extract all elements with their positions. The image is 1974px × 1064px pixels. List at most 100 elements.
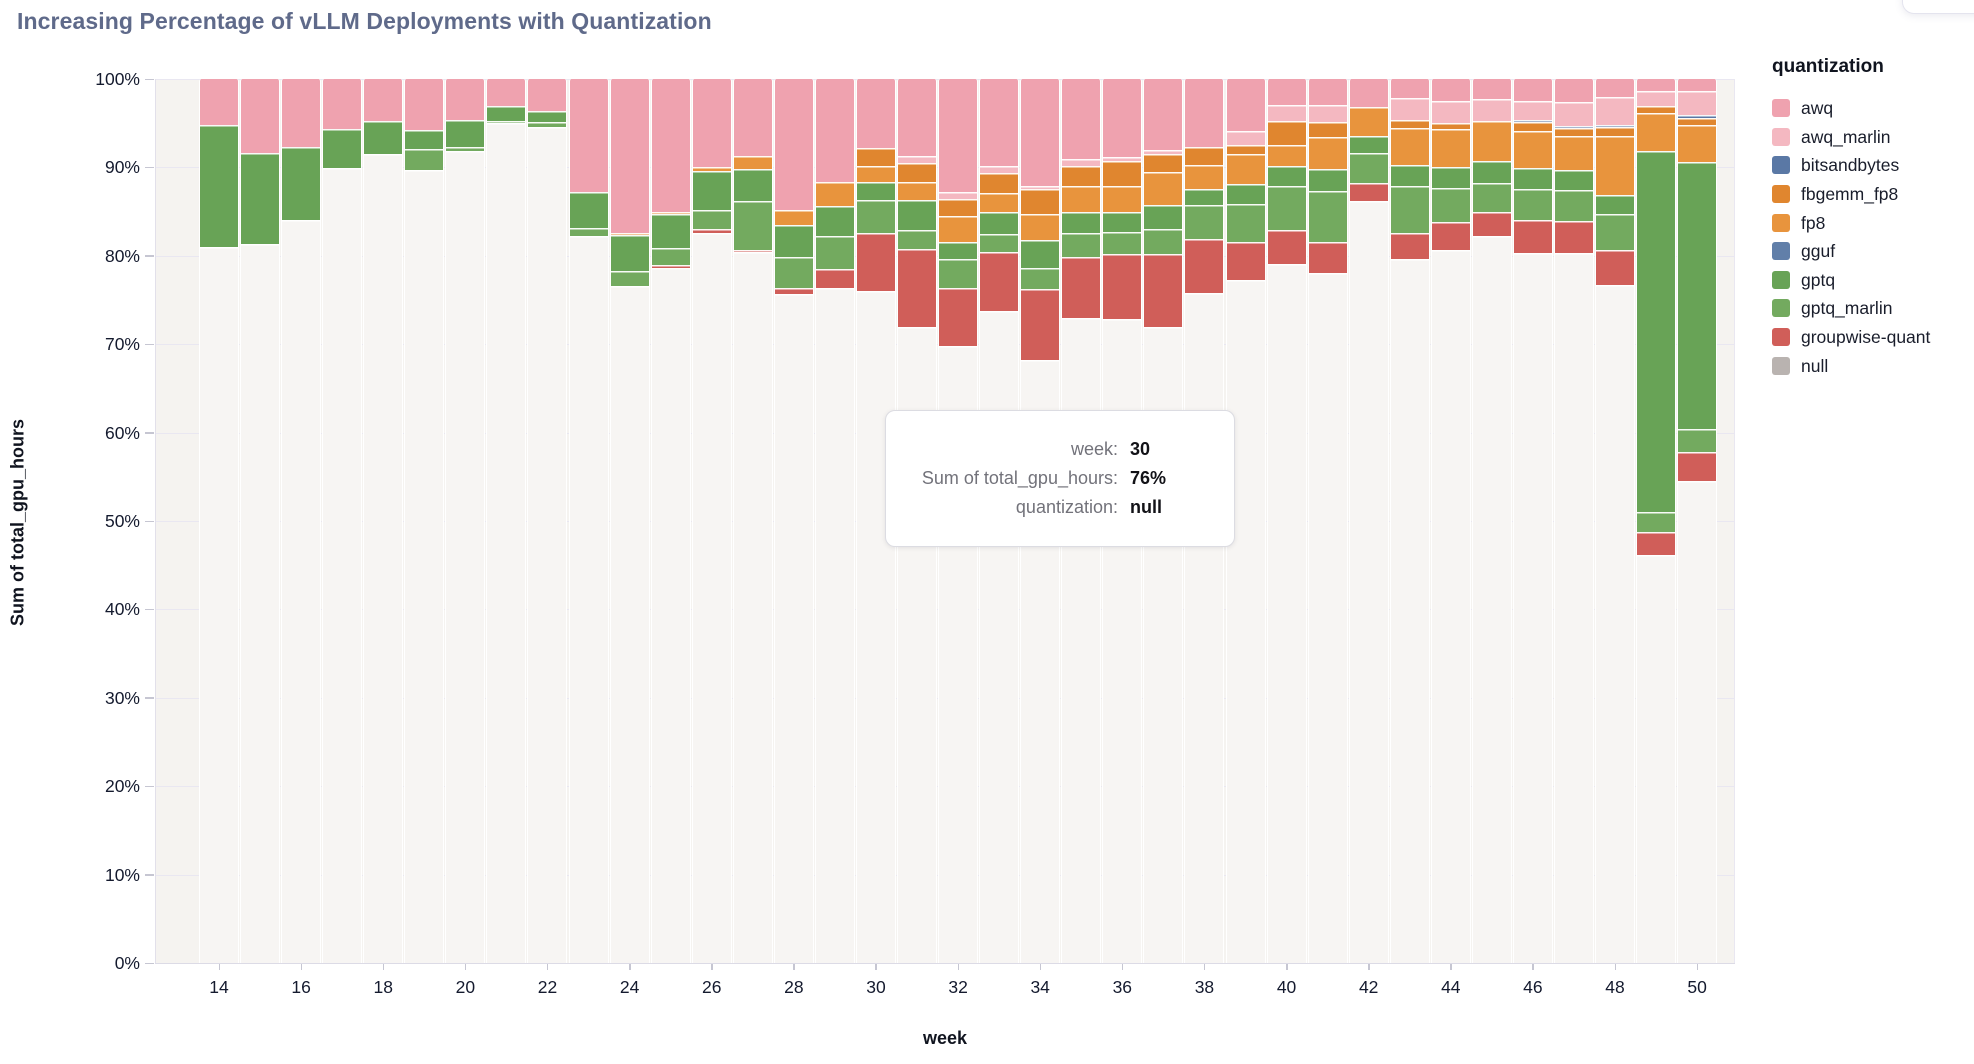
bar-week-43-segment-groupwise-quant[interactable] <box>1390 232 1429 260</box>
bar-week-37-segment-fbgemm_fp8[interactable] <box>1144 154 1183 172</box>
bar-week-21-segment-null[interactable] <box>487 123 526 963</box>
bar-week-31-segment-fp8[interactable] <box>898 182 937 201</box>
bar-week-23-segment-null[interactable] <box>569 236 608 963</box>
bar-week-39[interactable] <box>1225 79 1266 963</box>
bar-week-17-segment-null[interactable] <box>323 168 362 963</box>
bar-week-33-segment-fbgemm_fp8[interactable] <box>980 172 1019 194</box>
bar-week-44-segment-awq_marlin[interactable] <box>1431 101 1470 124</box>
bar-week-35-segment-fp8[interactable] <box>1062 185 1101 213</box>
bar-week-34-segment-gptq[interactable] <box>1021 239 1060 269</box>
bar-week-34-segment-gptq_marlin[interactable] <box>1021 268 1060 290</box>
bar-week-36-segment-awq_marlin[interactable] <box>1103 156 1142 162</box>
bar-week-23-segment-gptq_marlin[interactable] <box>569 228 608 237</box>
bar-week-15[interactable] <box>240 79 281 963</box>
bar-week-16[interactable] <box>281 79 322 963</box>
bar-week-22-segment-gptq[interactable] <box>528 110 567 123</box>
bar-week-49-segment-null[interactable] <box>1637 555 1676 963</box>
bar-week-44[interactable] <box>1430 79 1471 963</box>
bar-week-45-segment-fp8[interactable] <box>1472 120 1511 162</box>
bar-week-30-segment-gptq[interactable] <box>856 182 895 201</box>
bar-week-44-segment-groupwise-quant[interactable] <box>1431 222 1470 251</box>
bar-week-39-segment-fp8[interactable] <box>1226 154 1265 185</box>
bar-week-17-segment-gptq[interactable] <box>323 129 362 169</box>
bar-week-32-segment-gptq[interactable] <box>939 241 978 260</box>
bar-week-42-segment-gptq_marlin[interactable] <box>1349 153 1388 184</box>
legend-item-null[interactable]: null <box>1772 351 1972 380</box>
bar-week-36-segment-null[interactable] <box>1103 318 1142 963</box>
bar-week-50-segment-awq[interactable] <box>1678 79 1717 92</box>
bar-week-48-segment-null[interactable] <box>1596 284 1635 963</box>
bar-week-33-segment-null[interactable] <box>980 311 1019 963</box>
bar-week-30-segment-fbgemm_fp8[interactable] <box>856 147 895 166</box>
bar-week-26-segment-null[interactable] <box>692 232 731 963</box>
bar-week-49-segment-gptq[interactable] <box>1637 150 1676 513</box>
bar-week-16-segment-gptq[interactable] <box>282 147 321 221</box>
bar-week-49-segment-fp8[interactable] <box>1637 112 1676 151</box>
bar-week-20-segment-gptq_marlin[interactable] <box>446 147 485 151</box>
bar-week-36-segment-groupwise-quant[interactable] <box>1103 253 1142 319</box>
bar-week-22-segment-gptq_marlin[interactable] <box>528 122 567 127</box>
bar-week-40-segment-awq_marlin[interactable] <box>1267 104 1306 122</box>
bar-week-50-segment-fp8[interactable] <box>1678 124 1717 163</box>
legend-item-awq_marlin[interactable]: awq_marlin <box>1772 123 1972 152</box>
bar-week-36-segment-gptq_marlin[interactable] <box>1103 231 1142 254</box>
bar-week-39-segment-gptq_marlin[interactable] <box>1226 204 1265 243</box>
bar-week-38-segment-gptq[interactable] <box>1185 188 1224 206</box>
bar-week-18-segment-gptq[interactable] <box>364 121 403 155</box>
bar-week-30-segment-groupwise-quant[interactable] <box>856 232 895 292</box>
bar-week-37-segment-gptq[interactable] <box>1144 205 1183 230</box>
bar-week-34-segment-awq[interactable] <box>1021 79 1060 186</box>
bar-week-33[interactable] <box>979 79 1020 963</box>
bar-week-29-segment-fp8[interactable] <box>815 182 854 207</box>
bar-week-25-segment-awq[interactable] <box>651 79 690 212</box>
bar-week-41-segment-groupwise-quant[interactable] <box>1308 242 1347 273</box>
bar-week-28-segment-null[interactable] <box>774 293 813 963</box>
bar-week-36-segment-awq[interactable] <box>1103 79 1142 157</box>
bar-week-35-segment-groupwise-quant[interactable] <box>1062 256 1101 318</box>
bar-week-32-segment-null[interactable] <box>939 345 978 963</box>
bar-week-27-segment-gptq[interactable] <box>733 169 772 201</box>
bar-week-43-segment-fbgemm_fp8[interactable] <box>1390 119 1429 128</box>
bar-week-20-segment-gptq[interactable] <box>446 119 485 148</box>
bar-week-33-segment-awq[interactable] <box>980 79 1019 166</box>
bar-week-19-segment-gptq_marlin[interactable] <box>405 148 444 171</box>
legend-item-groupwise-quant[interactable]: groupwise-quant <box>1772 323 1972 352</box>
bar-week-43-segment-gptq_marlin[interactable] <box>1390 185 1429 233</box>
bar-week-43-segment-awq[interactable] <box>1390 79 1429 98</box>
bar-week-34-segment-fp8[interactable] <box>1021 214 1060 240</box>
bar-week-48-segment-gptq_marlin[interactable] <box>1596 214 1635 250</box>
bar-week-48-segment-groupwise-quant[interactable] <box>1596 249 1635 285</box>
bar-week-39-segment-null[interactable] <box>1226 279 1265 963</box>
bar-week-44-segment-gptq[interactable] <box>1431 166 1470 188</box>
bar-week-22[interactable] <box>527 79 568 963</box>
bar-week-31-segment-groupwise-quant[interactable] <box>898 248 937 328</box>
bar-week-46-segment-gptq[interactable] <box>1513 168 1552 190</box>
bar-week-50-segment-bitsandbytes[interactable] <box>1678 115 1717 118</box>
bar-week-41-segment-fp8[interactable] <box>1308 137 1347 170</box>
bar-week-26-segment-gptq[interactable] <box>692 170 731 210</box>
bar-week-43-segment-gptq[interactable] <box>1390 164 1429 186</box>
bar-week-46-segment-awq[interactable] <box>1513 79 1552 102</box>
bar-week-49[interactable] <box>1636 79 1677 963</box>
bar-week-32-segment-fbgemm_fp8[interactable] <box>939 199 978 216</box>
bar-week-37-segment-null[interactable] <box>1144 327 1183 963</box>
bar-week-47-segment-gptq_marlin[interactable] <box>1554 190 1593 222</box>
bar-week-20-segment-awq[interactable] <box>446 79 485 120</box>
legend-item-gptq[interactable]: gptq <box>1772 266 1972 295</box>
bar-week-41-segment-fbgemm_fp8[interactable] <box>1308 122 1347 138</box>
bar-week-37-segment-groupwise-quant[interactable] <box>1144 253 1183 328</box>
bar-week-31-segment-fbgemm_fp8[interactable] <box>898 162 937 183</box>
bar-week-27-segment-awq[interactable] <box>733 79 772 156</box>
bar-week-37-segment-gptq_marlin[interactable] <box>1144 229 1183 254</box>
bar-week-47-segment-bitsandbytes[interactable] <box>1554 125 1593 129</box>
bar-week-34-segment-null[interactable] <box>1021 360 1060 963</box>
bar-week-42-segment-groupwise-quant[interactable] <box>1349 183 1388 201</box>
bar-week-44-segment-fbgemm_fp8[interactable] <box>1431 123 1470 130</box>
bar-week-45[interactable] <box>1471 79 1512 963</box>
bar-week-45-segment-awq_marlin[interactable] <box>1472 99 1511 121</box>
bar-week-44-segment-gptq_marlin[interactable] <box>1431 187 1470 223</box>
bar-week-48-segment-fp8[interactable] <box>1596 135 1635 195</box>
bar-week-35-segment-fbgemm_fp8[interactable] <box>1062 165 1101 186</box>
bar-week-50-segment-gptq_marlin[interactable] <box>1678 429 1717 452</box>
bar-week-27-segment-gptq_marlin[interactable] <box>733 200 772 250</box>
